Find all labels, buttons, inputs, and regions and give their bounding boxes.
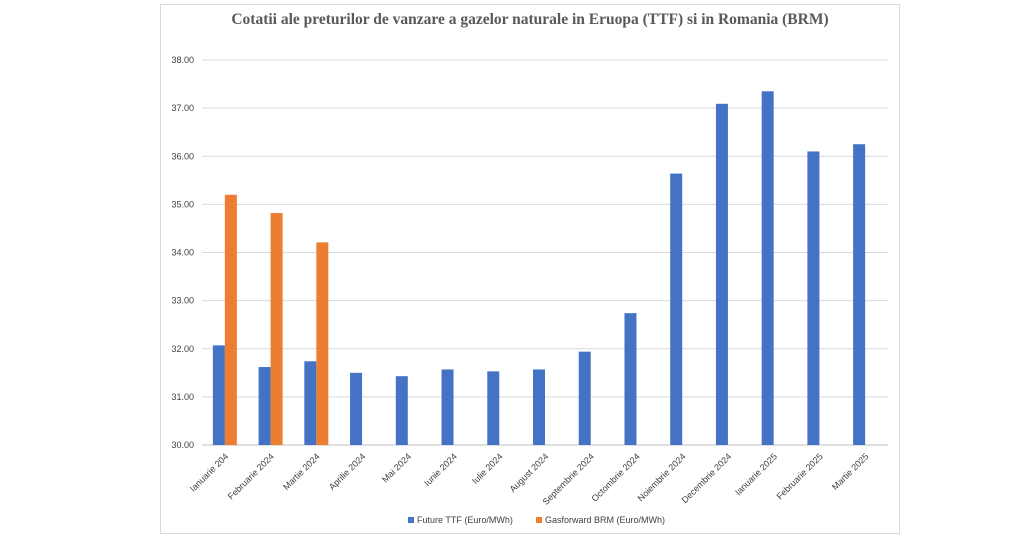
legend-label: Gasforward BRM (Euro/MWh) — [545, 515, 665, 525]
y-tick-label: 36.00 — [171, 151, 194, 161]
x-category-label: Octombrie 2024 — [590, 451, 642, 503]
x-category-label: Ianuarie 2025 — [733, 451, 779, 497]
legend-swatch — [536, 517, 542, 523]
x-category-label: Decembrie 2024 — [680, 451, 734, 505]
bar-future-ttf — [624, 313, 637, 445]
x-category-label: Mai 2024 — [380, 451, 413, 484]
y-tick-label: 33.00 — [171, 296, 194, 306]
y-tick-label: 37.00 — [171, 103, 194, 113]
y-tick-label: 35.00 — [171, 199, 194, 209]
bar-future-ttf — [258, 367, 271, 445]
legend-label: Future TTF (Euro/MWh) — [417, 515, 513, 525]
x-category-label: Februarie 2024 — [226, 451, 276, 501]
x-category-label: Ianuarie 204 — [188, 451, 230, 493]
chart-frame — [160, 4, 900, 534]
bar-future-ttf — [578, 351, 591, 445]
y-tick-label: 32.00 — [171, 344, 194, 354]
y-tick-label: 38.00 — [171, 55, 194, 65]
x-category-label: Aprilie 2024 — [327, 451, 368, 492]
legend-swatch — [408, 517, 414, 523]
bar-gasforward-brm — [270, 213, 283, 445]
x-category-label: August 2024 — [508, 451, 551, 494]
x-category-label: Martie 2025 — [830, 451, 871, 492]
bar-future-ttf — [715, 103, 728, 445]
bar-future-ttf — [304, 361, 317, 445]
y-tick-label: 31.00 — [171, 392, 194, 402]
bar-gasforward-brm — [224, 194, 237, 445]
bar-future-ttf — [853, 144, 866, 445]
bar-future-ttf — [761, 91, 774, 445]
chart-title: Cotatii ale preturilor de vanzare a gaze… — [231, 11, 829, 28]
x-category-label: Iulie 2024 — [470, 451, 505, 486]
x-category-label: Noiembrie 2024 — [636, 451, 688, 503]
bar-gasforward-brm — [316, 242, 329, 445]
bar-future-ttf — [487, 371, 500, 445]
x-category-label: Iunie 2024 — [422, 451, 459, 488]
bar-future-ttf — [533, 369, 545, 445]
x-category-label: Februarie 2025 — [775, 451, 825, 501]
x-category-label: Martie 2024 — [281, 451, 322, 492]
bar-future-ttf — [670, 173, 683, 445]
y-tick-label: 30.00 — [171, 440, 194, 450]
bar-future-ttf — [350, 372, 363, 445]
y-tick-label: 34.00 — [171, 248, 194, 258]
bar-future-ttf — [395, 376, 408, 445]
bar-future-ttf — [807, 151, 820, 445]
bar-future-ttf — [212, 345, 225, 445]
bar-future-ttf — [441, 369, 454, 445]
